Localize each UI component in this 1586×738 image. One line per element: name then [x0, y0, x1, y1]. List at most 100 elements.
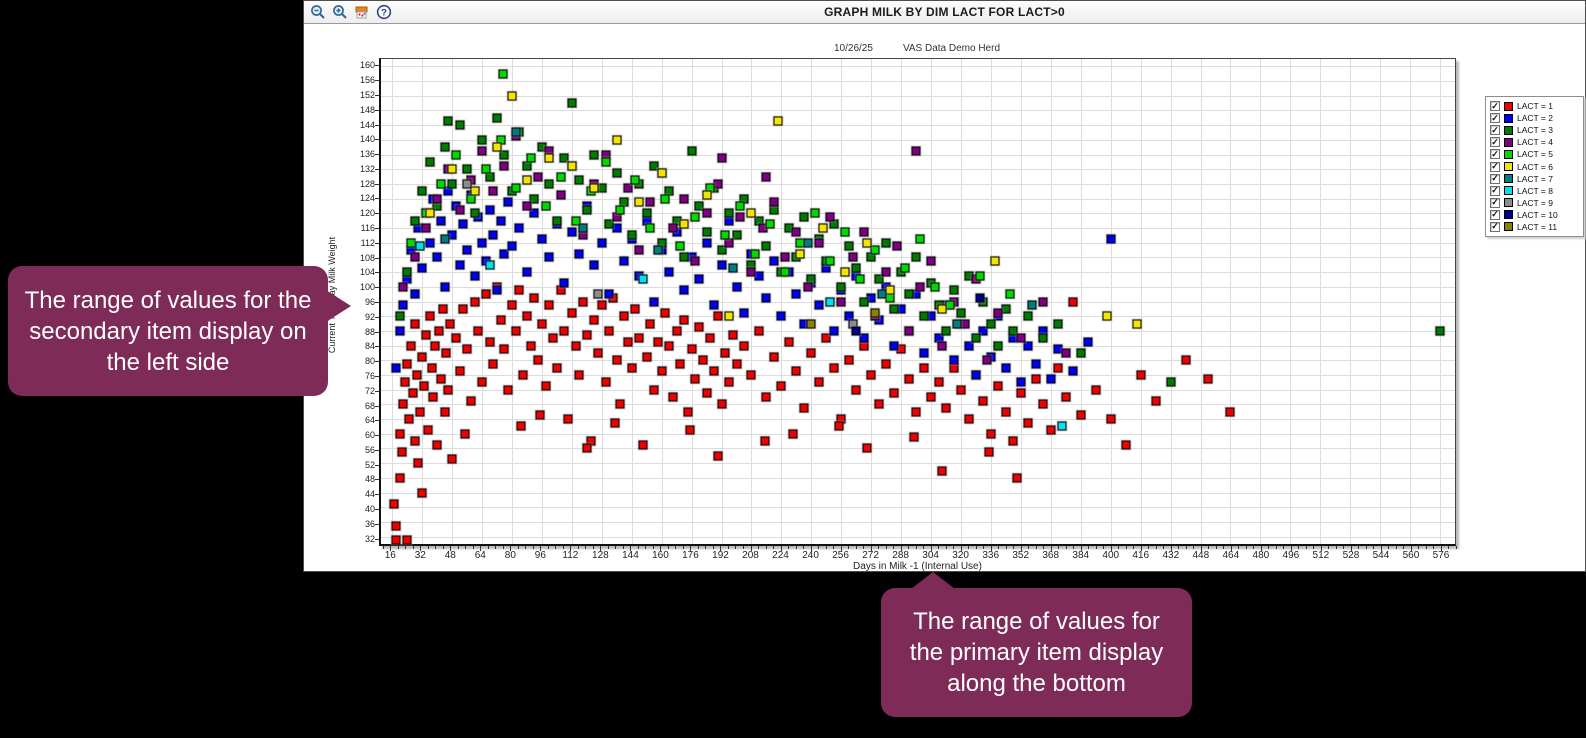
x-tick-mark	[1215, 546, 1217, 549]
y-tick-label: 128	[359, 178, 375, 189]
y-tick-label: 68	[364, 400, 375, 411]
data-point	[544, 252, 554, 262]
data-point	[1132, 319, 1142, 329]
data-point	[941, 326, 951, 336]
data-point	[421, 330, 431, 340]
data-point	[499, 344, 509, 354]
x-tick-mark	[795, 546, 797, 549]
data-point	[761, 241, 771, 251]
data-point	[791, 366, 801, 376]
data-point	[934, 377, 944, 387]
data-point	[679, 194, 689, 204]
x-tick-mark	[532, 546, 534, 549]
data-point	[398, 300, 408, 310]
legend-row-lact-4[interactable]: ✓ LACT = 4	[1490, 136, 1579, 148]
gridline-horizontal	[381, 389, 1455, 391]
data-point	[769, 197, 779, 207]
data-point	[1038, 399, 1048, 409]
legend-checkbox-lact-7[interactable]: ✓	[1490, 173, 1500, 184]
data-point	[739, 341, 749, 351]
legend-row-lact-8[interactable]: ✓ LACT = 8	[1490, 185, 1579, 197]
legend-checkbox-lact-1[interactable]: ✓	[1490, 100, 1500, 112]
legend-checkbox-lact-3[interactable]: ✓	[1490, 124, 1500, 136]
data-point	[619, 256, 629, 266]
x-axis-tick-labels: 16 32 48 64 80 96 112 128 144 160 176 192 208 224 240 2…	[379, 550, 1456, 562]
legend-row-lact-1[interactable]: ✓ LACT = 1	[1490, 100, 1579, 112]
x-tick-mark	[525, 546, 527, 549]
data-point	[1083, 337, 1093, 347]
data-point	[477, 135, 487, 145]
data-point	[507, 300, 517, 310]
x-tick-mark	[780, 546, 782, 551]
gridline-horizontal	[381, 125, 1455, 127]
data-point	[791, 289, 801, 299]
help-button[interactable]: ?	[375, 4, 392, 21]
legend-swatch	[1504, 174, 1513, 184]
legend-checkbox-lact-6[interactable]: ✓	[1490, 161, 1500, 172]
data-point	[440, 282, 450, 292]
legend-checkbox-lact-11[interactable]: ✓	[1490, 221, 1500, 232]
data-point	[436, 179, 446, 189]
zoom-out-button[interactable]	[309, 4, 326, 21]
data-point	[612, 355, 622, 365]
data-point	[881, 359, 891, 369]
legend-row-lact-11[interactable]: ✓ LACT = 11	[1490, 221, 1579, 233]
zoom-in-button[interactable]	[331, 4, 348, 21]
x-tick-mark	[1253, 546, 1255, 549]
y-tick-label: 132	[359, 163, 375, 174]
x-tick-mark	[690, 546, 692, 551]
legend-row-lact-10[interactable]: ✓ LACT = 10	[1490, 209, 1579, 221]
legend-row-lact-5[interactable]: ✓ LACT = 5	[1490, 148, 1579, 160]
data-point	[709, 300, 719, 310]
gridline-horizontal	[381, 95, 1455, 97]
legend-checkbox-lact-4[interactable]: ✓	[1490, 136, 1500, 148]
data-point	[1136, 370, 1146, 380]
y-tick-mark	[375, 242, 379, 244]
legend-row-lact-7[interactable]: ✓ LACT = 7	[1490, 173, 1579, 185]
y-tick-mark	[375, 494, 379, 496]
gridline-horizontal	[381, 169, 1455, 171]
x-tick-mark	[930, 546, 932, 551]
y-tick-mark	[375, 198, 379, 200]
legend-row-lact-9[interactable]: ✓ LACT = 9	[1490, 197, 1579, 209]
legend-checkbox-lact-5[interactable]: ✓	[1490, 148, 1500, 160]
data-point	[389, 499, 399, 509]
y-tick-label: 160	[359, 60, 375, 71]
data-point	[638, 440, 648, 450]
legend-row-lact-6[interactable]: ✓ LACT = 6	[1490, 160, 1579, 172]
x-tick-mark	[1358, 546, 1360, 549]
x-tick-mark	[592, 546, 594, 549]
legend-checkbox-lact-9[interactable]: ✓	[1490, 197, 1500, 208]
data-point	[421, 223, 431, 233]
data-point	[470, 186, 480, 196]
y-tick-mark	[375, 346, 379, 348]
plot-area[interactable]	[379, 58, 1456, 546]
y-tick-mark	[375, 390, 379, 392]
data-point	[402, 359, 412, 369]
legend-checkbox-lact-8[interactable]: ✓	[1490, 185, 1500, 196]
data-point	[460, 429, 470, 439]
data-point	[975, 293, 985, 303]
data-point	[675, 241, 685, 251]
callout-secondary-axis-text: The range of values for the secondary it…	[24, 286, 312, 376]
x-tick-mark	[870, 546, 872, 551]
data-point	[455, 260, 465, 270]
legend-checkbox-lact-2[interactable]: ✓	[1490, 112, 1500, 124]
y-tick-label: 72	[364, 385, 375, 396]
x-tick-label: 16	[384, 550, 396, 561]
print-button[interactable]	[353, 4, 370, 21]
data-point	[840, 267, 850, 277]
x-tick-mark	[412, 546, 414, 549]
legend-checkbox-lact-10[interactable]: ✓	[1490, 209, 1500, 220]
data-point	[836, 297, 846, 306]
y-tick-mark	[375, 405, 379, 407]
x-tick-mark	[382, 546, 384, 549]
data-point	[859, 333, 869, 343]
gridline-horizontal	[381, 183, 1455, 185]
data-point	[937, 341, 947, 351]
x-tick-mark	[1365, 546, 1367, 549]
y-tick-label: 80	[364, 356, 375, 367]
data-point	[589, 183, 599, 193]
legend-row-lact-3[interactable]: ✓ LACT = 3	[1490, 124, 1579, 136]
legend-row-lact-2[interactable]: ✓ LACT = 2	[1490, 112, 1579, 124]
